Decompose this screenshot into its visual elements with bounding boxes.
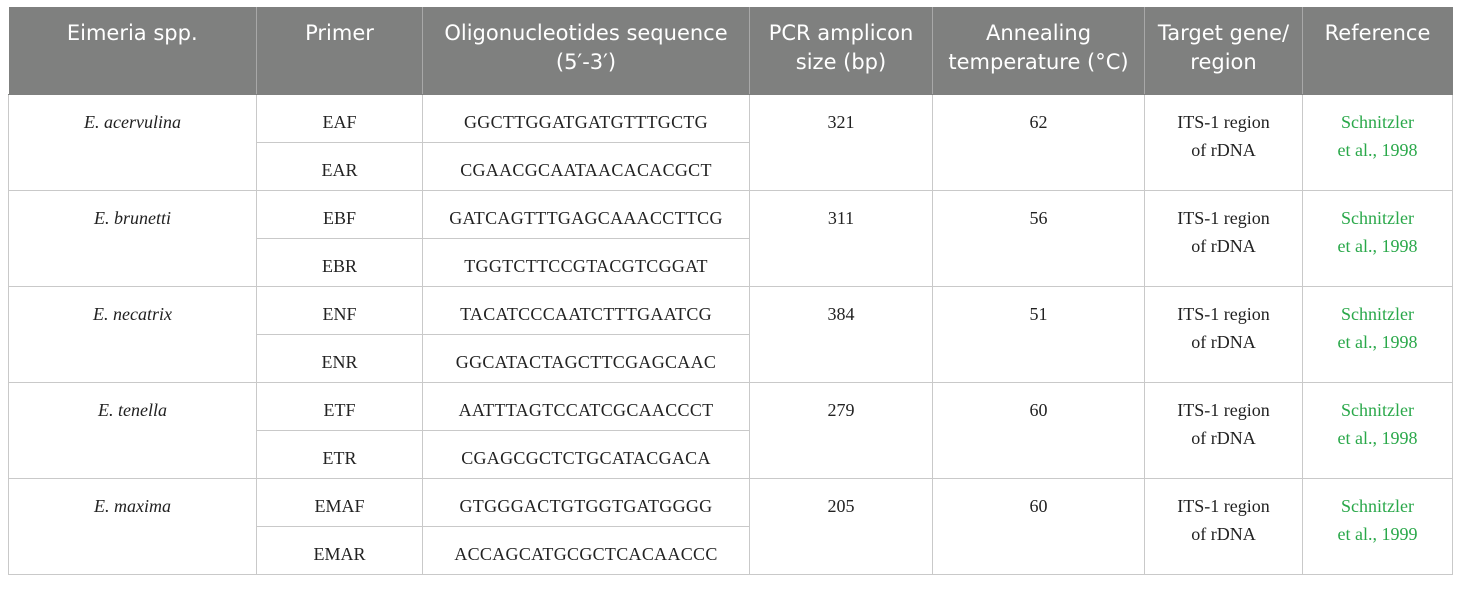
target-line-1: ITS-1 region: [1177, 496, 1270, 516]
reference-cell[interactable]: Schnitzler et al., 1998: [1302, 382, 1453, 479]
target-line-2: of rDNA: [1191, 140, 1256, 160]
target-line-1: ITS-1 region: [1177, 112, 1270, 132]
sequence-forward-cell: AATTTAGTCCATCGCAACCCT: [422, 382, 750, 431]
primer-table-container: Eimeria spp. Primer Oligonucleotides seq…: [8, 7, 1453, 575]
primer-forward-cell: EAF: [256, 94, 423, 143]
target-cell: ITS-1 region of rDNA: [1144, 190, 1303, 287]
reference-link-line-2[interactable]: et al., 1998: [1337, 428, 1418, 448]
amplicon-size-cell: 384: [749, 286, 933, 383]
table-row: E. maxima EMAF GTGGGACTGTGGTGATGGGG 205 60 IT…: [8, 478, 1453, 575]
target-line-2: of rDNA: [1191, 524, 1256, 544]
header-annealing-temp: Annealing temperature (°C): [932, 7, 1145, 95]
table-row: E. necatrix ENF TACATCCCAATCTTTGAATCG 384 51…: [8, 286, 1453, 383]
reference-link-line-1[interactable]: Schnitzler: [1341, 112, 1414, 132]
target-cell: ITS-1 region of rDNA: [1144, 94, 1303, 191]
header-reference: Reference: [1302, 7, 1453, 95]
sequence-reverse-cell: ACCAGCATGCGCTCACAACCC: [422, 526, 750, 575]
primer-reverse-cell: EBR: [256, 238, 423, 287]
sequence-forward-cell: GTGGGACTGTGGTGATGGGG: [422, 478, 750, 527]
table-row: EAR CGAACGCAATAACACACGCT: [9, 142, 1453, 191]
amplicon-size-cell: 205: [749, 478, 933, 575]
primer-forward-cell: EBF: [256, 190, 423, 239]
target-line-2: of rDNA: [1191, 236, 1256, 256]
target-cell: ITS-1 region of rDNA: [1144, 478, 1303, 575]
annealing-temp-cell: 56: [932, 190, 1145, 287]
table-row: EMAR ACCAGCATGCGCTCACAACCC: [9, 526, 1453, 575]
target-cell: ITS-1 region of rDNA: [1144, 382, 1303, 479]
reference-link-line-1[interactable]: Schnitzler: [1341, 304, 1414, 324]
primer-reverse-cell: ENR: [256, 334, 423, 383]
header-amplicon-size: PCR amplicon size (bp): [749, 7, 933, 95]
target-line-2: of rDNA: [1191, 332, 1256, 352]
target-cell: ITS-1 region of rDNA: [1144, 286, 1303, 383]
table-body: E. acervulina EAF GGCTTGGATGATGTTTGCTG 321 6…: [8, 94, 1453, 575]
target-line-1: ITS-1 region: [1177, 208, 1270, 228]
reference-cell[interactable]: Schnitzler et al., 1998: [1302, 190, 1453, 287]
reference-cell[interactable]: Schnitzler et al., 1999: [1302, 478, 1453, 575]
species-cell: E. necatrix: [8, 286, 257, 383]
species-cell: E. acervulina: [8, 94, 257, 191]
sequence-forward-cell: TACATCCCAATCTTTGAATCG: [422, 286, 750, 335]
primer-reverse-cell: ETR: [256, 430, 423, 479]
sequence-reverse-cell: CGAACGCAATAACACACGCT: [422, 142, 750, 191]
annealing-temp-cell: 60: [932, 478, 1145, 575]
species-cell: E. tenella: [8, 382, 257, 479]
target-line-2: of rDNA: [1191, 428, 1256, 448]
reference-link-line-2[interactable]: et al., 1998: [1337, 236, 1418, 256]
sequence-reverse-cell: GGCATACTAGCTTCGAGCAAC: [422, 334, 750, 383]
header-row: Eimeria spp. Primer Oligonucleotides seq…: [8, 7, 1453, 95]
reference-link-line-2[interactable]: et al., 1999: [1337, 524, 1418, 544]
table-row: E. acervulina EAF GGCTTGGATGATGTTTGCTG 321 6…: [8, 94, 1453, 191]
reference-cell[interactable]: Schnitzler et al., 1998: [1302, 286, 1453, 383]
table-row: ETR CGAGCGCTCTGCATACGACA: [9, 430, 1453, 479]
table-row: E. tenella ETF AATTTAGTCCATCGCAACCCT 279 60 I…: [8, 382, 1453, 479]
header-target: Target gene/ region: [1144, 7, 1303, 95]
target-line-1: ITS-1 region: [1177, 400, 1270, 420]
reference-cell[interactable]: Schnitzler et al., 1998: [1302, 94, 1453, 191]
table-row: ENR GGCATACTAGCTTCGAGCAAC: [9, 334, 1453, 383]
reference-link-line-2[interactable]: et al., 1998: [1337, 140, 1418, 160]
reference-link-line-1[interactable]: Schnitzler: [1341, 496, 1414, 516]
sequence-forward-cell: GGCTTGGATGATGTTTGCTG: [422, 94, 750, 143]
header-species: Eimeria spp.: [8, 7, 257, 95]
annealing-temp-cell: 51: [932, 286, 1145, 383]
primer-forward-cell: ETF: [256, 382, 423, 431]
annealing-temp-cell: 60: [932, 382, 1145, 479]
amplicon-size-cell: 321: [749, 94, 933, 191]
sequence-reverse-cell: CGAGCGCTCTGCATACGACA: [422, 430, 750, 479]
target-line-1: ITS-1 region: [1177, 304, 1270, 324]
sequence-forward-cell: GATCAGTTTGAGCAAACCTTCG: [422, 190, 750, 239]
reference-link-line-1[interactable]: Schnitzler: [1341, 208, 1414, 228]
reference-link-line-1[interactable]: Schnitzler: [1341, 400, 1414, 420]
amplicon-size-cell: 311: [749, 190, 933, 287]
table-row: E. brunetti EBF GATCAGTTTGAGCAAACCTTCG 311 5…: [8, 190, 1453, 287]
annealing-temp-cell: 62: [932, 94, 1145, 191]
sequence-reverse-cell: TGGTCTTCCGTACGTCGGAT: [422, 238, 750, 287]
header-primer: Primer: [256, 7, 423, 95]
primer-reverse-cell: EMAR: [256, 526, 423, 575]
table-row: EBR TGGTCTTCCGTACGTCGGAT: [9, 238, 1453, 287]
primer-reverse-cell: EAR: [256, 142, 423, 191]
species-cell: E. maxima: [8, 478, 257, 575]
amplicon-size-cell: 279: [749, 382, 933, 479]
primer-table: Eimeria spp. Primer Oligonucleotides seq…: [8, 7, 1453, 575]
species-cell: E. brunetti: [8, 190, 257, 287]
header-sequence: Oligonucleotides sequence (5′-3′): [422, 7, 750, 95]
reference-link-line-2[interactable]: et al., 1998: [1337, 332, 1418, 352]
primer-forward-cell: ENF: [256, 286, 423, 335]
primer-forward-cell: EMAF: [256, 478, 423, 527]
